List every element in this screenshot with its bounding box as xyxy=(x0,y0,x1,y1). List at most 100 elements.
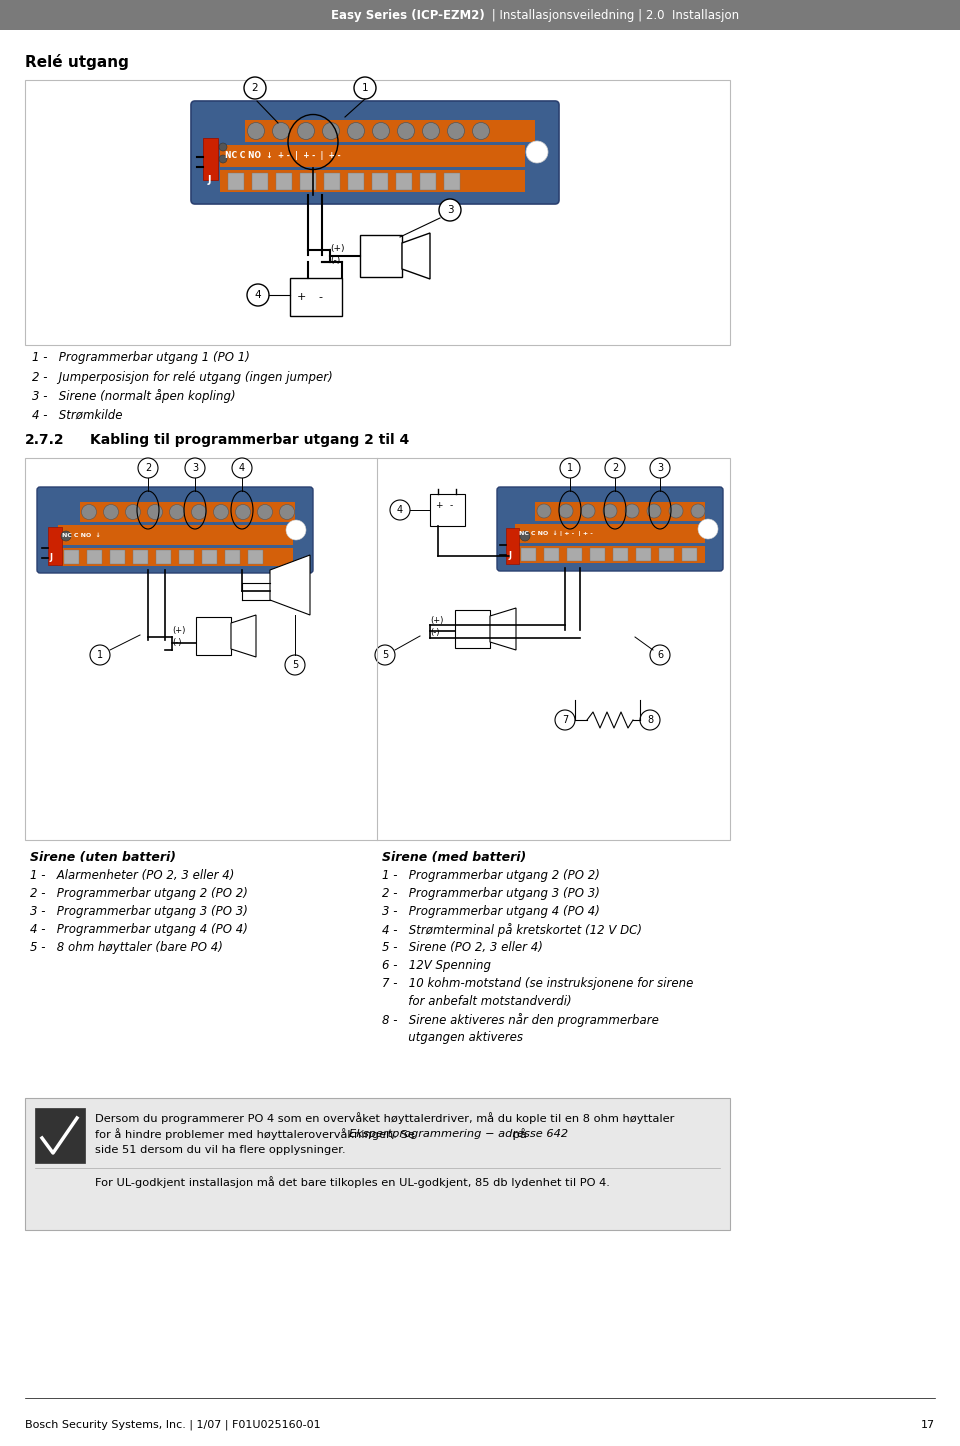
Text: (+): (+) xyxy=(330,243,345,253)
Bar xyxy=(324,174,340,189)
Text: 2 -   Programmerbar utgang 3 (PO 3): 2 - Programmerbar utgang 3 (PO 3) xyxy=(382,888,600,901)
Text: 8: 8 xyxy=(647,714,653,724)
Bar xyxy=(444,174,460,189)
Circle shape xyxy=(555,710,575,730)
Bar xyxy=(455,610,490,648)
Circle shape xyxy=(537,505,551,518)
Text: Easy Series (ICP-EZM2): Easy Series (ICP-EZM2) xyxy=(331,9,485,22)
FancyBboxPatch shape xyxy=(191,101,559,204)
Circle shape xyxy=(520,531,530,541)
Text: 4: 4 xyxy=(239,463,245,473)
Bar xyxy=(521,548,536,561)
Circle shape xyxy=(257,505,273,519)
Circle shape xyxy=(439,200,461,221)
Text: Ekspertprogrammering − adresse 642: Ekspertprogrammering − adresse 642 xyxy=(348,1129,568,1139)
Bar xyxy=(515,547,705,562)
Text: 5 -   Sirene (PO 2, 3 eller 4): 5 - Sirene (PO 2, 3 eller 4) xyxy=(382,941,542,954)
Text: 1 -   Programmerbar utgang 2 (PO 2): 1 - Programmerbar utgang 2 (PO 2) xyxy=(382,869,600,882)
Bar xyxy=(225,549,240,564)
Bar xyxy=(133,549,148,564)
Text: Sirene (uten batteri): Sirene (uten batteri) xyxy=(30,852,176,865)
Text: J: J xyxy=(207,175,211,185)
Text: 3 -   Programmerbar utgang 3 (PO 3): 3 - Programmerbar utgang 3 (PO 3) xyxy=(30,905,248,918)
Text: 3: 3 xyxy=(657,463,663,473)
Polygon shape xyxy=(270,555,310,615)
Text: | Installasjonsveiledning | 2.0  Installasjon: | Installasjonsveiledning | 2.0 Installa… xyxy=(488,9,739,22)
Circle shape xyxy=(219,143,227,150)
Polygon shape xyxy=(402,233,430,279)
Text: 3: 3 xyxy=(192,463,198,473)
Bar xyxy=(544,548,559,561)
Bar xyxy=(64,549,79,564)
Circle shape xyxy=(472,123,490,139)
Circle shape xyxy=(170,505,184,519)
Circle shape xyxy=(273,123,290,139)
Circle shape xyxy=(90,645,110,665)
Text: J: J xyxy=(509,551,512,561)
Text: på: på xyxy=(509,1128,526,1139)
Circle shape xyxy=(603,505,617,518)
Circle shape xyxy=(375,645,395,665)
Text: Sirene (med batteri): Sirene (med batteri) xyxy=(382,852,526,865)
Text: (-): (-) xyxy=(172,639,181,648)
Bar xyxy=(80,502,295,522)
Text: +: + xyxy=(435,502,443,510)
Text: (-): (-) xyxy=(430,629,440,638)
Text: +: + xyxy=(297,292,306,302)
Circle shape xyxy=(354,77,376,98)
Bar xyxy=(636,548,651,561)
Bar xyxy=(276,174,292,189)
Circle shape xyxy=(279,505,295,519)
Text: 5 -   8 ohm høyttaler (bare PO 4): 5 - 8 ohm høyttaler (bare PO 4) xyxy=(30,941,223,954)
Bar xyxy=(203,137,218,179)
Text: 1: 1 xyxy=(567,463,573,473)
Circle shape xyxy=(248,123,265,139)
Circle shape xyxy=(605,458,625,479)
Bar xyxy=(430,495,465,526)
Circle shape xyxy=(647,505,661,518)
Text: NC C NO  ↓: NC C NO ↓ xyxy=(62,532,101,538)
Circle shape xyxy=(82,505,97,519)
Text: 1 -   Programmerbar utgang 1 (PO 1): 1 - Programmerbar utgang 1 (PO 1) xyxy=(32,351,250,364)
Bar xyxy=(659,548,674,561)
Circle shape xyxy=(213,505,228,519)
Text: 1 -   Alarmenheter (PO 2, 3 eller 4): 1 - Alarmenheter (PO 2, 3 eller 4) xyxy=(30,869,234,882)
Circle shape xyxy=(104,505,118,519)
Bar xyxy=(396,174,412,189)
Text: NC C NO  ↓  + -  |  + -  |  + -: NC C NO ↓ + - | + - | + - xyxy=(225,152,341,161)
Text: 4: 4 xyxy=(396,505,403,515)
Text: 2 -   Jumperposisjon for relé utgang (ingen jumper): 2 - Jumperposisjon for relé utgang (inge… xyxy=(32,370,333,383)
Bar xyxy=(0,0,960,30)
Bar xyxy=(25,458,730,840)
Bar xyxy=(202,549,217,564)
Circle shape xyxy=(372,123,390,139)
Text: 2: 2 xyxy=(612,463,618,473)
Bar xyxy=(515,523,705,544)
Bar xyxy=(372,174,388,189)
Bar xyxy=(35,1108,85,1163)
Circle shape xyxy=(247,283,269,307)
Circle shape xyxy=(526,142,548,163)
Bar xyxy=(25,1098,730,1231)
Text: 5: 5 xyxy=(382,651,388,659)
Circle shape xyxy=(581,505,595,518)
Text: Bosch Security Systems, Inc. | 1/07 | F01U025160-01: Bosch Security Systems, Inc. | 1/07 | F0… xyxy=(25,1420,321,1430)
Text: Relé utgang: Relé utgang xyxy=(25,54,129,69)
Text: -: - xyxy=(318,292,322,302)
Circle shape xyxy=(650,645,670,665)
Bar xyxy=(248,549,263,564)
Text: 1: 1 xyxy=(362,82,369,93)
Bar xyxy=(613,548,628,561)
Circle shape xyxy=(235,505,251,519)
Circle shape xyxy=(447,123,465,139)
Text: J: J xyxy=(50,554,53,562)
Text: for å hindre problemer med høyttalerovervåkningen. Se: for å hindre problemer med høyttalerover… xyxy=(95,1128,419,1139)
Circle shape xyxy=(185,458,205,479)
Circle shape xyxy=(559,505,573,518)
Text: Dersom du programmerer PO 4 som en overvåket høyttalerdriver, må du kople til en: Dersom du programmerer PO 4 som en overv… xyxy=(95,1112,674,1124)
Circle shape xyxy=(422,123,440,139)
Bar xyxy=(58,548,293,565)
Text: for anbefalt motstandverdi): for anbefalt motstandverdi) xyxy=(382,995,571,1008)
Text: 2 -   Programmerbar utgang 2 (PO 2): 2 - Programmerbar utgang 2 (PO 2) xyxy=(30,888,248,901)
FancyBboxPatch shape xyxy=(497,487,723,571)
